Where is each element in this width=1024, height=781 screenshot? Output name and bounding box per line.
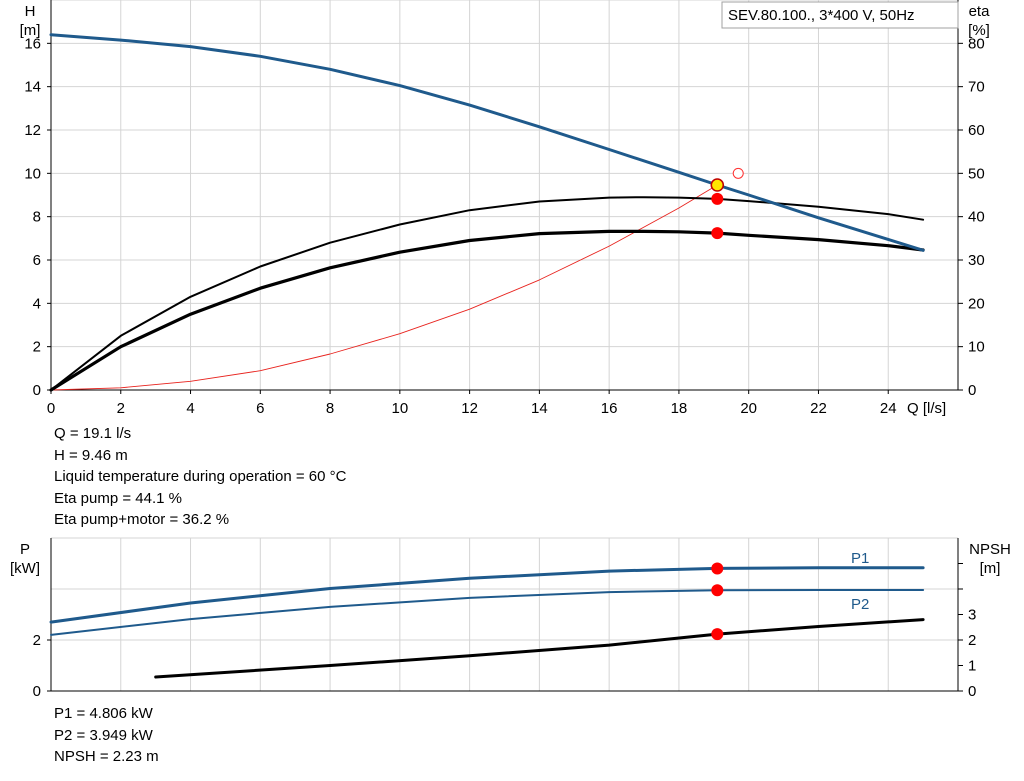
info-head: H = 9.46 m [54, 446, 128, 464]
h-axis-label-line2: [m] [20, 22, 41, 39]
top-chart-axes: 0 2 4 6 8 10 12 14 16 18 20 22 240246810121416010203… [24, 0, 985, 417]
system-curve-curve [50, 184, 718, 391]
model-label-box [721, 1, 959, 29]
h-tick-label: 14 [24, 79, 41, 96]
npsh-tick-label: 3 [968, 607, 976, 624]
eta-pump-curve [50, 196, 925, 391]
operating-point-marker-eta-pump [711, 192, 724, 205]
info-flow: Q = 19.1 l/s [54, 425, 132, 442]
eta-tick-label: 50 [968, 165, 985, 182]
p-axis-label-line2: [kW] [10, 560, 40, 577]
operating-point-marker-head [710, 178, 725, 192]
x-tick-label: 24 [880, 400, 897, 417]
p-tick-label: 2 [33, 632, 41, 649]
npsh-tick-label: 2 [968, 632, 976, 649]
npsh-tick-label: 1 [968, 658, 976, 675]
npsh-axis-label-line2: [m] [980, 560, 1001, 577]
x-tick-label: 8 [326, 400, 334, 417]
info-eta-pump-motor: Eta pump+motor = 36.2 % [54, 511, 230, 528]
h-axis-label-line1: H [25, 3, 36, 20]
h-tick-label: 0 [33, 382, 41, 399]
h-tick-label: 8 [33, 209, 41, 226]
h-tick-label: 16 [24, 35, 41, 52]
eta-total-curve [49, 229, 925, 392]
info-p2: P2 = 3.949 kW [54, 726, 153, 744]
h-tick-label: 6 [33, 252, 41, 269]
head-curve [49, 33, 925, 252]
operating-point-marker-eta-total [711, 227, 724, 240]
h-tick-label: 12 [24, 122, 41, 139]
bottom-chart-markers [711, 562, 724, 641]
q-axis-label: Q [l/s] [907, 400, 946, 417]
top-chart-markers [710, 167, 744, 240]
top-chart-series [49, 33, 925, 392]
p1-curve [49, 566, 925, 624]
x-tick-label: 14 [531, 400, 548, 417]
eta-tick-label: 10 [968, 339, 985, 356]
eta-tick-label: 40 [968, 209, 985, 226]
info-npsh: NPSH = 2.23 m [54, 748, 159, 765]
p2-curve [50, 589, 925, 636]
x-tick-label: 18 [671, 400, 688, 417]
x-tick-label: 6 [256, 400, 264, 417]
bottom-chart-axes: 0 2 0 1 2 3 [33, 538, 976, 700]
info-p1: P1 = 4.806 kW [54, 705, 153, 722]
p1-curve-label: P1 [851, 550, 869, 567]
p-tick-label: 0 [33, 683, 41, 700]
bottom-chart-grid [50, 537, 959, 692]
x-tick-label: 10 [392, 400, 409, 417]
h-tick-label: 10 [24, 165, 41, 182]
eta-tick-label: 30 [968, 252, 985, 269]
h-tick-label: 2 [33, 339, 41, 356]
bottom-chart-series [49, 566, 925, 679]
x-tick-label: 22 [810, 400, 827, 417]
p-axis-label-line1: P [20, 541, 30, 558]
operating-point-info: Q = 19.1 l/s H = 9.46 m Liquid temperatu… [54, 423, 346, 531]
x-tick-label: 20 [740, 400, 757, 417]
info-liquid-temperature: Liquid temperature during operation = 60… [54, 468, 347, 485]
operating-point-marker-p2 [711, 584, 724, 597]
eta-tick-label: 70 [968, 79, 985, 96]
info-eta-pump: Eta pump = 44.1 % [54, 489, 182, 507]
power-info: P1 = 4.806 kW P2 = 3.949 kW NPSH = 2.23 … [54, 703, 159, 768]
operating-point-marker-npsh [711, 628, 724, 641]
x-tick-label: 12 [461, 400, 478, 417]
top-chart-grid [50, 0, 959, 391]
eta-tick-label: 20 [968, 295, 985, 312]
x-tick-label: 16 [601, 400, 618, 417]
model-label: SEV.80.100., 3*400 V, 50Hz [728, 7, 915, 24]
eta-axis-label-line1: eta [969, 3, 991, 20]
x-tick-label: 4 [186, 400, 194, 417]
operating-point-marker-p1 [711, 562, 724, 575]
operating-point-marker-open [732, 167, 744, 179]
h-tick-label: 4 [33, 295, 41, 312]
p2-curve-label: P2 [851, 596, 869, 613]
eta-axis-label-line2: [%] [968, 22, 990, 39]
eta-tick-label: 0 [968, 382, 976, 399]
npsh-axis-label-line1: NPSH [969, 541, 1011, 558]
npsh-tick-label: 0 [968, 683, 976, 700]
x-tick-label: 2 [117, 400, 125, 417]
eta-tick-label: 60 [968, 122, 985, 139]
eta-tick-label: 80 [968, 35, 985, 52]
x-tick-label: 0 [47, 400, 55, 417]
npsh-curve [154, 618, 925, 679]
